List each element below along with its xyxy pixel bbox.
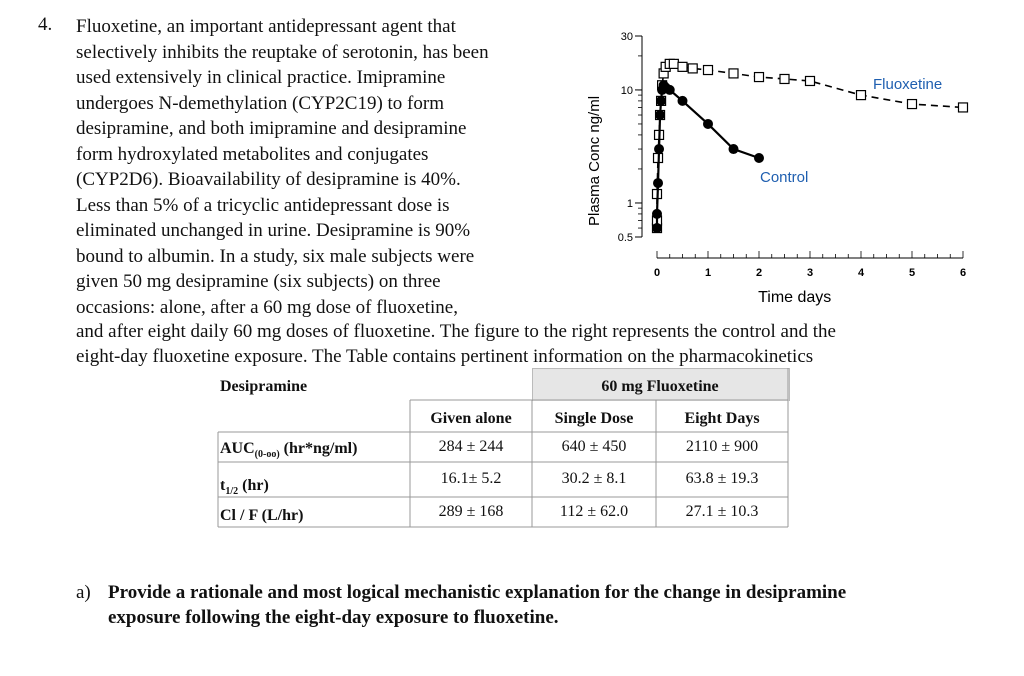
problem-line: Less than 5% of a tricyclic antidepressa… xyxy=(76,194,450,216)
fluoxetine-data-point xyxy=(753,71,765,83)
table-title-desipramine: Desipramine xyxy=(220,378,308,395)
x-tick-label: 3 xyxy=(807,267,813,279)
table-header-given-alone: Given alone xyxy=(430,410,512,427)
y-tick-label: 1 xyxy=(627,198,633,210)
table-cell: 27.1 ± 10.3 xyxy=(685,503,759,520)
control-data-point xyxy=(656,95,667,106)
fluoxetine-data-point xyxy=(779,73,790,85)
problem-paragraph: Fluoxetine, an important antidepressant … xyxy=(76,14,576,320)
problem-line: eliminated unchanged in urine. Desiprami… xyxy=(76,220,471,241)
table-cell: 284 ± 244 xyxy=(438,438,504,455)
y-tick-label: 0.5 xyxy=(618,232,633,244)
series-label-fluoxetine: Fluoxetine xyxy=(873,76,942,93)
table-cell: 2110 ± 900 xyxy=(685,438,759,455)
problem-line-full: eight-day fluoxetine exposure. The Table… xyxy=(76,346,814,367)
y-tick-label: 10 xyxy=(621,85,633,97)
control-data-point xyxy=(703,118,713,129)
x-tick-label: 2 xyxy=(756,267,762,279)
problem-line: selectively inhibits the reuptake of ser… xyxy=(76,41,489,63)
chart-plot-area: 30 10 1 0.5 Plasma Conc ng/ml 0 1 2 3 4 5 6 Time day… xyxy=(586,31,969,306)
table-cell: 289 ± 168 xyxy=(438,503,504,520)
row-label-sub: (0-oo) xyxy=(254,449,280,461)
control-data-point xyxy=(654,144,665,155)
table-cell: 640 ± 450 xyxy=(561,438,627,455)
control-data-point xyxy=(652,208,662,219)
table-row-label-auc: AUC(0-oo) (hr*ng/ml) xyxy=(220,440,357,460)
problem-line: undergoes N-demethylation (CYP2C19) to f… xyxy=(76,92,444,114)
problem-line: used extensively in clinical practice. I… xyxy=(76,67,446,88)
row-label-sub: 1/2 xyxy=(225,486,239,498)
control-data-point xyxy=(653,178,664,189)
row-label-rest: (hr*ng/ml) xyxy=(279,440,358,457)
row-label-main: Cl / F (L/hr) xyxy=(220,507,304,524)
control-data-point xyxy=(655,110,666,121)
problem-line-full: and after eight daily 60 mg doses of flu… xyxy=(76,321,836,342)
fluoxetine-data-point xyxy=(804,75,816,87)
fluoxetine-data-point xyxy=(687,63,698,74)
control-data-point xyxy=(728,144,739,155)
fluoxetine-data-point xyxy=(957,102,969,113)
question-line: Provide a rationale and most logical mec… xyxy=(108,582,847,603)
row-label-main: AUC xyxy=(220,440,255,457)
problem-line: desipramine, and both imipramine and des… xyxy=(76,118,467,139)
fluoxetine-data-point xyxy=(677,61,688,72)
fluoxetine-data-point xyxy=(906,98,918,110)
control-data-point xyxy=(664,84,675,95)
table-cell: 63.8 ± 19.3 xyxy=(685,470,759,487)
y-axis-label: Plasma Conc ng/ml xyxy=(586,96,603,226)
table-row-label-half-life: t1/2 (hr) xyxy=(220,477,269,497)
table-fluoxetine-header-bg xyxy=(532,368,790,401)
y-tick-label: 30 xyxy=(621,31,633,43)
plasma-concentration-chart: 30 10 1 0.5 Plasma Conc ng/ml 0 1 2 3 4 5 6 Time day… xyxy=(586,31,969,306)
control-data-point xyxy=(754,152,764,163)
fluoxetine-data-point xyxy=(855,90,867,101)
table-row-label-clearance: Cl / F (L/hr) xyxy=(220,507,303,525)
control-data-point xyxy=(652,223,662,234)
question-line: exposure following the eight-day exposur… xyxy=(108,607,559,628)
x-tick-label: 6 xyxy=(960,267,966,279)
table-title-fluoxetine: 60 mg Fluoxetine xyxy=(601,378,719,395)
problem-line: (CYP2D6). Bioavailability of desipramine… xyxy=(76,169,461,190)
table-header-single-dose: Single Dose xyxy=(554,410,634,427)
row-label-main: t xyxy=(220,477,226,494)
x-axis-label: Time days xyxy=(758,289,831,306)
question-letter: a) xyxy=(76,582,91,603)
problem-line: Fluoxetine, an important antidepressant … xyxy=(76,16,456,37)
table-cell: 30.2 ± 8.1 xyxy=(561,470,627,487)
problem-line: bound to albumin. In a study, six male s… xyxy=(76,245,475,267)
question-text: Provide a rationale and most logical mec… xyxy=(108,580,846,630)
x-tick-label: 5 xyxy=(909,267,915,279)
fluoxetine-data-point xyxy=(702,64,714,76)
x-tick-label: 1 xyxy=(705,267,711,279)
x-tick-label: 0 xyxy=(654,267,660,279)
problem-line: given 50 mg desipramine (six subjects) o… xyxy=(76,271,441,292)
fluoxetine-data-point xyxy=(728,68,739,79)
table-header-eight-days: Eight Days xyxy=(684,410,760,427)
table-cell: 112 ± 62.0 xyxy=(559,503,629,520)
control-data-point xyxy=(677,95,688,106)
problem-number: 4. xyxy=(38,14,53,35)
table-cell: 16.1± 5.2 xyxy=(440,470,502,487)
row-label-rest: (hr) xyxy=(238,477,269,494)
x-tick-label: 4 xyxy=(858,267,865,279)
problem-line: occasions: alone, after a 60 mg dose of … xyxy=(76,296,458,318)
series-label-control: Control xyxy=(760,169,808,186)
problem-line: form hydroxylated metabolites and conjug… xyxy=(76,143,429,165)
